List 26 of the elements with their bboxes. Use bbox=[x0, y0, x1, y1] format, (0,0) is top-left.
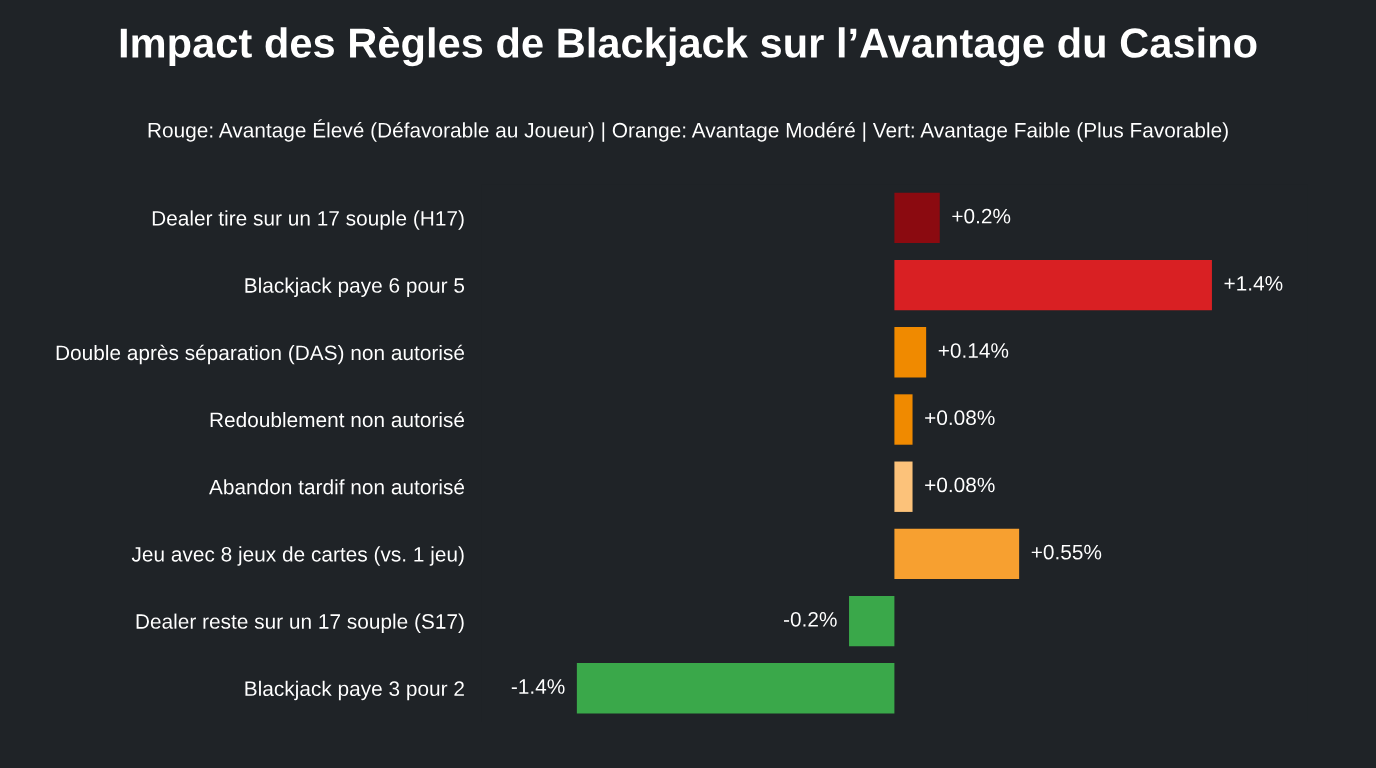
data-label: -0.2% bbox=[783, 611, 837, 627]
y-tick-label: Dealer reste sur un 17 souple (S17) bbox=[136, 613, 464, 633]
data-label: +0.14% bbox=[938, 343, 1009, 358]
y-tick-label: Double après séparation (DAS) non autorisé bbox=[56, 344, 465, 365]
y-tick-label: Dealer tire sur un 17 souple (H17) bbox=[152, 210, 464, 230]
data-label: +1.4% bbox=[1224, 276, 1283, 291]
bar bbox=[576, 663, 895, 714]
bar bbox=[894, 394, 913, 445]
y-tick-label: Jeu avec 8 jeux de cartes (vs. 1 jeu) bbox=[131, 546, 464, 566]
data-label: +0.2% bbox=[952, 208, 1011, 224]
bar bbox=[894, 528, 1020, 580]
data-label: +0.08% bbox=[925, 410, 995, 426]
data-label: +0.08% bbox=[925, 477, 995, 493]
y-tick-label: Abandon tardif non autorisé bbox=[209, 478, 465, 495]
data-label: +0.55% bbox=[1031, 544, 1102, 560]
chart-subtitle: Rouge: Avantage Élevé (Défavorable au Joueur) | Orange: Avantage Modéré | Vert: Avantage Faible (Plus Favorable) bbox=[148, 119, 1228, 142]
y-tick-label: Redoublement non autorisé bbox=[210, 411, 465, 428]
data-label: -1.4% bbox=[511, 679, 565, 694]
bar bbox=[894, 192, 940, 244]
y-tick-label: Blackjack paye 6 pour 5 bbox=[245, 277, 465, 297]
chart-title: Impact des Règles de Blackjack sur l’Avantage du Casino bbox=[120, 26, 1257, 67]
bar bbox=[894, 327, 927, 378]
bar bbox=[894, 259, 1212, 311]
bar bbox=[849, 595, 895, 647]
bar bbox=[894, 461, 913, 512]
y-tick-label: Blackjack paye 3 pour 2 bbox=[245, 680, 464, 701]
